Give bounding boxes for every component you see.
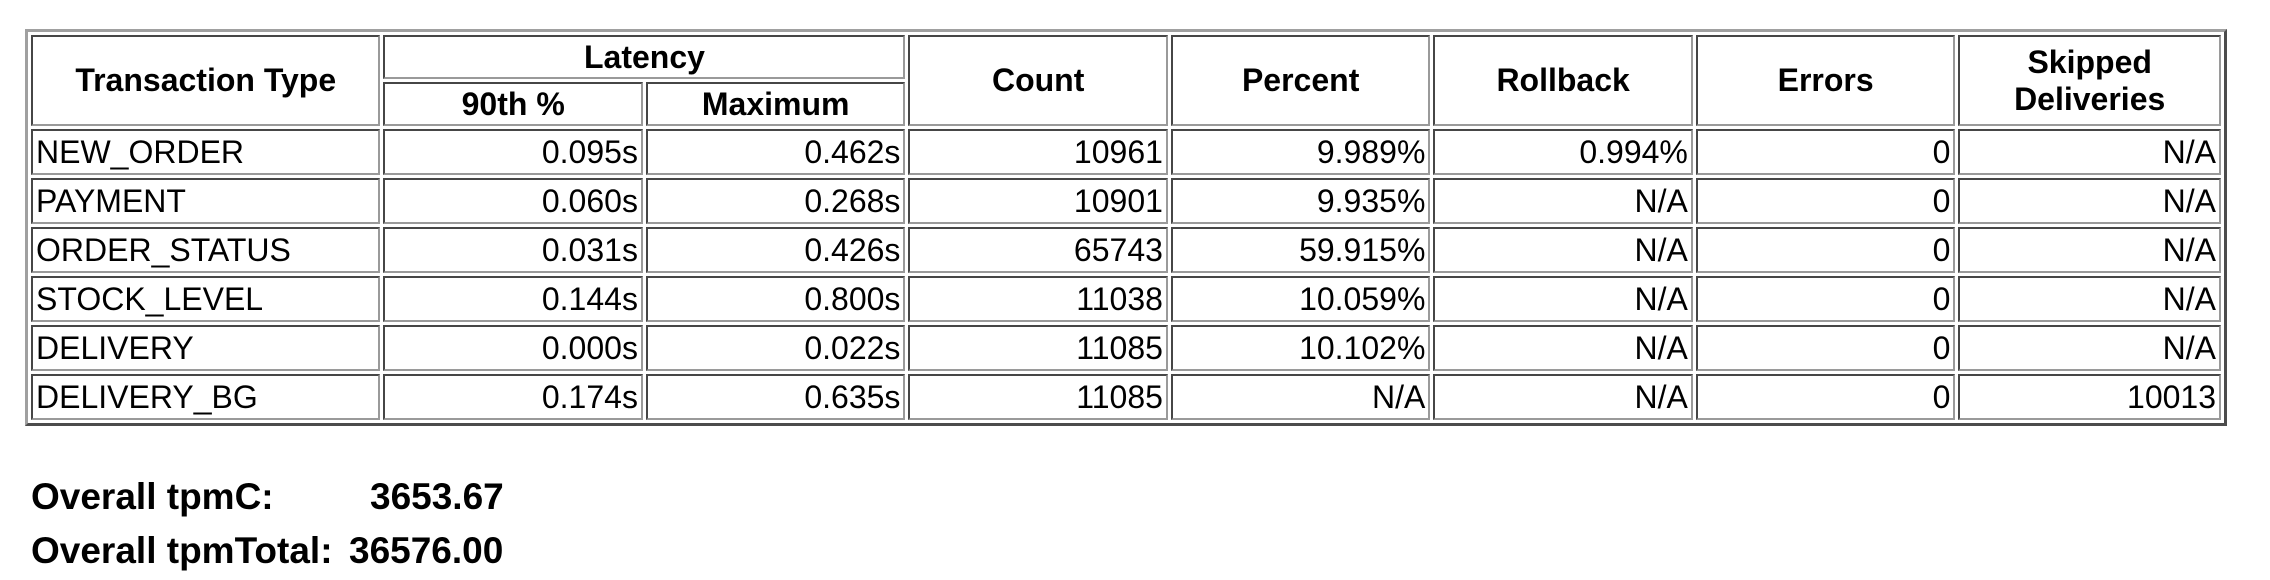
table-row: PAYMENT 0.060s 0.268s 10901 9.935% N/A 0… (31, 178, 2221, 224)
overall-tpmc-label: Overall tpmC: (31, 476, 274, 517)
header-errors: Errors (1695, 35, 1956, 126)
cell-skipped-deliveries: N/A (1958, 129, 2221, 175)
cell-transaction-type: NEW_ORDER (31, 129, 381, 175)
cell-latency-maximum: 0.022s (645, 325, 906, 371)
cell-skipped-deliveries: N/A (1958, 178, 2221, 224)
cell-percent: 9.935% (1170, 178, 1431, 224)
cell-latency-90th: 0.174s (383, 374, 643, 420)
header-rollback: Rollback (1433, 35, 1693, 126)
cell-transaction-type: ORDER_STATUS (31, 227, 381, 273)
cell-latency-90th: 0.000s (383, 325, 643, 371)
cell-count: 11085 (908, 374, 1168, 420)
header-latency: Latency (383, 35, 906, 79)
cell-latency-maximum: 0.426s (645, 227, 906, 273)
overall-tpmc-value: 3653.67 (370, 476, 504, 517)
cell-transaction-type: DELIVERY_BG (31, 374, 381, 420)
cell-percent: 10.102% (1170, 325, 1431, 371)
cell-percent: 9.989% (1170, 129, 1431, 175)
cell-latency-maximum: 0.635s (645, 374, 906, 420)
cell-skipped-deliveries: N/A (1958, 325, 2221, 371)
cell-errors: 0 (1695, 325, 1956, 371)
header-latency-90th: 90th % (383, 82, 643, 126)
cell-transaction-type: DELIVERY (31, 325, 381, 371)
header-row-top: Transaction Type Latency Count Percent R… (31, 35, 2221, 126)
cell-count: 10961 (908, 129, 1168, 175)
cell-errors: 0 (1695, 276, 1956, 322)
cell-errors: 0 (1695, 129, 1956, 175)
header-row-bottom: 90th % Maximum (31, 82, 2221, 126)
cell-latency-maximum: 0.268s (645, 178, 906, 224)
cell-errors: 0 (1695, 178, 1956, 224)
header-count: Count (908, 35, 1168, 126)
overall-tpmtotal-value: 36576.00 (349, 530, 504, 571)
cell-count: 10901 (908, 178, 1168, 224)
cell-rollback: N/A (1433, 227, 1693, 273)
cell-percent: N/A (1170, 374, 1431, 420)
table-row: ORDER_STATUS 0.031s 0.426s 65743 59.915%… (31, 227, 2221, 273)
overall-tpmtotal-row: Overall tpmTotal: 36576.00 (31, 524, 504, 578)
header-skipped-deliveries: Skipped Deliveries (1958, 35, 2221, 126)
cell-rollback: N/A (1433, 178, 1693, 224)
cell-transaction-type: STOCK_LEVEL (31, 276, 381, 322)
table-row: STOCK_LEVEL 0.144s 0.800s 11038 10.059% … (31, 276, 2221, 322)
cell-errors: 0 (1695, 374, 1956, 420)
transaction-results-table: Transaction Type Latency Count Percent R… (25, 29, 2227, 426)
cell-rollback: N/A (1433, 374, 1693, 420)
cell-latency-90th: 0.060s (383, 178, 643, 224)
table-row: DELIVERY_BG 0.174s 0.635s 11085 N/A N/A … (31, 374, 2221, 420)
cell-skipped-deliveries: N/A (1958, 276, 2221, 322)
table-row: NEW_ORDER 0.095s 0.462s 10961 9.989% 0.9… (31, 129, 2221, 175)
cell-latency-90th: 0.144s (383, 276, 643, 322)
cell-percent: 10.059% (1170, 276, 1431, 322)
cell-percent: 59.915% (1170, 227, 1431, 273)
cell-count: 11085 (908, 325, 1168, 371)
cell-rollback: N/A (1433, 325, 1693, 371)
header-latency-maximum: Maximum (645, 82, 906, 126)
cell-count: 11038 (908, 276, 1168, 322)
overall-summary: Overall tpmC: 3653.67 Overall tpmTotal: … (31, 470, 504, 578)
overall-tpmc-row: Overall tpmC: 3653.67 (31, 470, 504, 524)
overall-tpmtotal-label: Overall tpmTotal: (31, 530, 333, 571)
header-percent: Percent (1170, 35, 1431, 126)
cell-rollback: 0.994% (1433, 129, 1693, 175)
cell-count: 65743 (908, 227, 1168, 273)
cell-skipped-deliveries: N/A (1958, 227, 2221, 273)
cell-latency-maximum: 0.800s (645, 276, 906, 322)
header-transaction-type: Transaction Type (31, 35, 381, 126)
cell-errors: 0 (1695, 227, 1956, 273)
cell-latency-90th: 0.031s (383, 227, 643, 273)
cell-transaction-type: PAYMENT (31, 178, 381, 224)
table-row: DELIVERY 0.000s 0.022s 11085 10.102% N/A… (31, 325, 2221, 371)
cell-skipped-deliveries: 10013 (1958, 374, 2221, 420)
cell-latency-maximum: 0.462s (645, 129, 906, 175)
cell-rollback: N/A (1433, 276, 1693, 322)
cell-latency-90th: 0.095s (383, 129, 643, 175)
